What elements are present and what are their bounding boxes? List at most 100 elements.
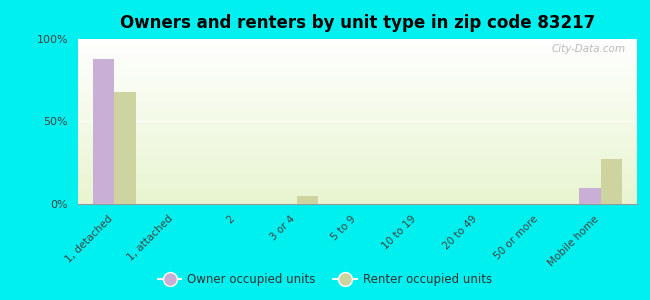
Bar <box>78 69 637 71</box>
Bar <box>78 134 637 136</box>
Bar <box>78 186 637 187</box>
Bar <box>78 141 637 142</box>
Bar <box>78 189 637 191</box>
Bar <box>78 82 637 84</box>
Bar <box>579 188 601 204</box>
Bar <box>78 201 637 202</box>
Bar <box>78 119 637 121</box>
Bar <box>78 59 637 61</box>
Bar <box>78 79 637 81</box>
Bar <box>78 74 637 76</box>
Bar <box>78 136 637 137</box>
Bar <box>78 154 637 156</box>
Bar <box>78 57 637 59</box>
Bar <box>78 102 637 104</box>
Bar <box>78 111 637 112</box>
Bar <box>78 202 637 204</box>
Bar <box>78 199 637 201</box>
Bar <box>78 179 637 181</box>
Bar <box>78 71 637 72</box>
Bar <box>78 132 637 134</box>
Bar <box>78 176 637 177</box>
Bar <box>78 137 637 139</box>
Bar <box>78 164 637 166</box>
Text: City-Data.com: City-Data.com <box>552 44 626 54</box>
Bar <box>78 122 637 124</box>
Bar <box>78 49 637 51</box>
Bar <box>78 66 637 67</box>
Bar <box>78 41 637 42</box>
Bar <box>78 166 637 167</box>
Bar <box>78 182 637 184</box>
Bar <box>78 61 637 62</box>
Bar <box>78 64 637 66</box>
Bar <box>78 112 637 114</box>
Bar <box>78 184 637 186</box>
Bar <box>78 144 637 146</box>
Bar <box>78 114 637 116</box>
Bar <box>78 124 637 126</box>
Bar <box>78 169 637 171</box>
Bar <box>78 142 637 144</box>
Bar <box>78 99 637 101</box>
Legend: Owner occupied units, Renter occupied units: Owner occupied units, Renter occupied un… <box>153 269 497 291</box>
Bar <box>78 157 637 159</box>
Bar <box>78 77 637 79</box>
Bar <box>78 171 637 172</box>
Bar <box>78 54 637 56</box>
Bar <box>78 139 637 141</box>
Bar <box>78 109 637 111</box>
Bar <box>78 91 637 92</box>
Bar <box>78 39 637 41</box>
Bar <box>78 87 637 89</box>
Bar <box>78 62 637 64</box>
Bar <box>78 47 637 49</box>
Bar <box>78 127 637 129</box>
Bar <box>78 152 637 154</box>
Bar <box>78 116 637 117</box>
Bar <box>78 67 637 69</box>
Title: Owners and renters by unit type in zip code 83217: Owners and renters by unit type in zip c… <box>120 14 595 32</box>
Bar <box>78 172 637 174</box>
Bar <box>78 94 637 96</box>
Bar <box>78 174 637 176</box>
Bar <box>78 161 637 162</box>
Bar <box>78 84 637 86</box>
Bar <box>78 162 637 164</box>
Bar <box>78 72 637 74</box>
Bar <box>78 192 637 194</box>
Bar <box>78 149 637 151</box>
Bar <box>78 129 637 131</box>
Bar <box>601 159 622 204</box>
Bar <box>78 89 637 91</box>
Bar <box>78 151 637 152</box>
Bar <box>78 42 637 44</box>
Bar <box>78 117 637 119</box>
Bar <box>78 86 637 87</box>
Bar <box>78 56 637 57</box>
Bar <box>78 131 637 132</box>
Bar <box>78 52 637 54</box>
Bar <box>78 104 637 106</box>
Bar <box>78 106 637 107</box>
Bar <box>78 76 637 77</box>
Bar <box>78 197 637 199</box>
Bar <box>78 81 637 82</box>
Bar <box>78 51 637 52</box>
Bar <box>78 107 637 109</box>
Bar <box>78 194 637 196</box>
Bar <box>78 156 637 157</box>
Bar <box>78 147 637 149</box>
Bar <box>78 97 637 99</box>
Bar <box>78 46 637 47</box>
Bar <box>78 191 637 192</box>
Bar <box>78 96 637 97</box>
Bar <box>93 59 114 204</box>
Bar <box>78 101 637 102</box>
Bar <box>78 177 637 179</box>
Bar <box>78 146 637 147</box>
Bar <box>78 187 637 189</box>
Bar <box>114 92 136 204</box>
Bar <box>297 196 318 204</box>
Bar <box>78 121 637 122</box>
